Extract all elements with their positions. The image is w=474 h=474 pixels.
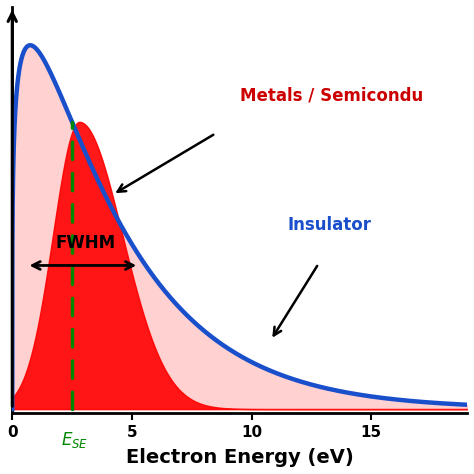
Text: Insulator: Insulator — [288, 216, 372, 234]
Text: Metals / Semicondu: Metals / Semicondu — [240, 86, 423, 104]
Text: $E_{SE}$: $E_{SE}$ — [61, 430, 88, 450]
Text: FWHM: FWHM — [55, 234, 115, 252]
X-axis label: Electron Energy (eV): Electron Energy (eV) — [126, 448, 354, 467]
